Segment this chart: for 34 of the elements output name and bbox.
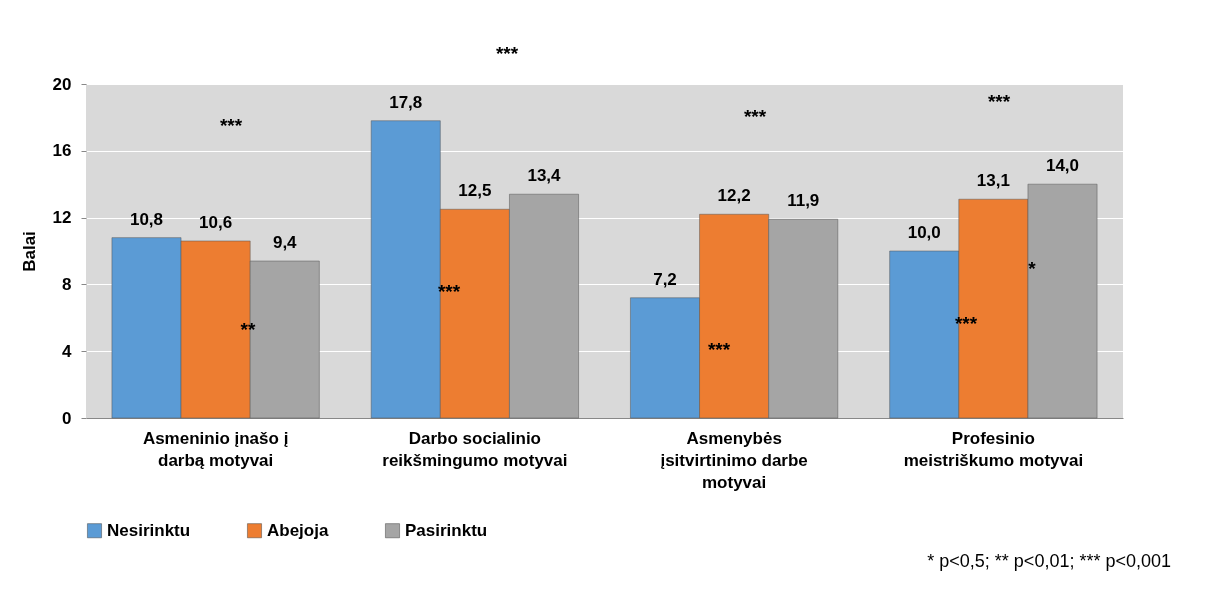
y-tick-label: 12 [52,208,72,228]
x-tick-label: Asmeninio įnašo į darbą motyvai [142,428,289,470]
annotation: *** [743,106,767,127]
data-label: 14,0 [1045,156,1080,176]
data-label: 12,2 [717,186,751,206]
data-label: 13,4 [527,166,562,186]
legend-label: Nesirinktu [107,520,191,540]
x-tick-label: Asmenybės įsitvirtinimo darbe motyvai [660,428,808,492]
annotation: *** [219,115,243,136]
text: *** [495,43,519,64]
data-label: 13,1 [976,171,1010,191]
y-tick-label: 8 [62,274,72,294]
legend-label: Pasirinktu [405,520,488,540]
y-tick-label: 16 [52,141,72,161]
data-label: 17,8 [389,92,423,112]
data-label: 9,4 [272,233,298,253]
data-label: 7,2 [653,269,677,289]
annotation: ** [240,319,256,340]
data-label: 10,8 [129,209,164,229]
data-label: 10,0 [907,223,941,242]
x-tick-label: Darbo socialinio reikšmingumo motyvai [382,428,568,470]
y-tick-label: 20 [52,74,72,94]
annotation: *** [707,339,731,360]
legend-label: Abejoja [267,520,329,540]
data-label: 11,9 [787,191,820,211]
x-tick-label: Profesinio meistriškumo motyvai [903,428,1084,470]
annotation: *** [987,91,1011,112]
annotation: * [1028,258,1037,279]
data-label: 10,6 [199,212,233,232]
text: * p<0,5; ** p<0,01; *** p<0,001 [927,551,1171,571]
data-label: 12,5 [458,181,492,201]
y-tick-label: 4 [62,341,73,361]
y-tick-label: 0 [62,408,72,428]
y-axis-title: Balai [19,231,39,272]
